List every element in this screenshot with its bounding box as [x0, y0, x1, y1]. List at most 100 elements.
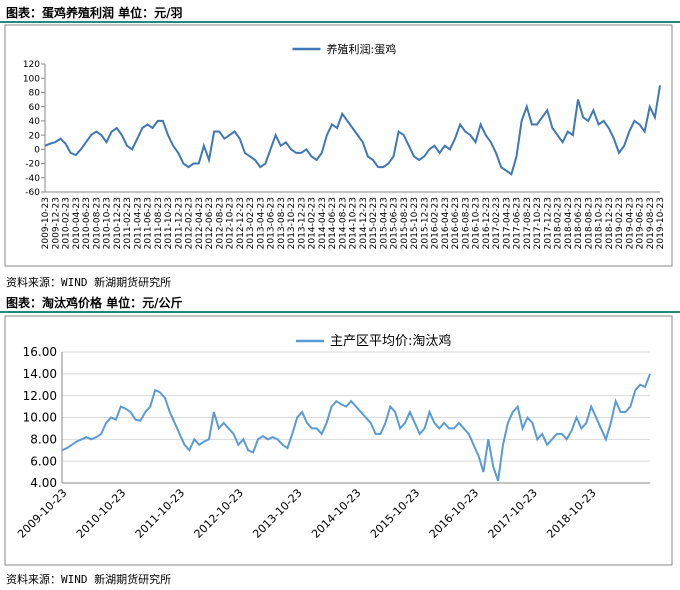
x-tick-label: 2019-02-23 — [615, 197, 625, 249]
x-tick-label: 2009-12-23 — [51, 197, 61, 249]
x-tick-label: 2011-02-23 — [123, 197, 133, 249]
legend-label: 主产区平均价:淘汰鸡 — [330, 333, 451, 349]
x-tick-label: 2016-12-23 — [482, 197, 492, 249]
x-tick-label: 2014-02-23 — [308, 197, 318, 249]
y-tick-label: -40 — [25, 174, 40, 184]
chart-frame — [4, 24, 673, 267]
x-tick-label: 2018-10-23 — [595, 197, 605, 249]
x-tick-label: 2019-04-23 — [625, 197, 635, 249]
x-tick-label: 2011-10-23 — [133, 486, 187, 540]
x-tick-label: 2018-12-23 — [605, 197, 615, 249]
y-tick-label: 40 — [29, 117, 41, 127]
y-tick-label: 60 — [29, 103, 41, 113]
y-tick-label: 14.00 — [23, 367, 57, 381]
caption-rule — [0, 311, 680, 313]
x-tick-label: 2018-08-23 — [584, 197, 594, 249]
x-tick-label: 2012-02-23 — [185, 197, 195, 249]
x-tick-label: 2017-12-23 — [543, 197, 553, 249]
x-tick-label: 2017-04-23 — [502, 197, 512, 249]
x-tick-label: 2015-10-23 — [368, 486, 422, 540]
x-tick-label: 2010-10-23 — [74, 486, 128, 540]
x-tick-label: 2015-08-23 — [400, 197, 410, 249]
x-tick-label: 2017-10-23 — [533, 197, 543, 249]
x-tick-label: 2018-10-23 — [544, 486, 598, 540]
x-tick-label: 2010-06-23 — [82, 197, 92, 249]
x-tick-label: 2014-04-23 — [318, 197, 328, 249]
x-tick-label: 2013-10-23 — [287, 197, 297, 249]
x-tick-label: 2011-10-23 — [164, 197, 174, 249]
y-tick-label: 10.00 — [23, 411, 57, 425]
source-note: 资料来源：WIND 新湖期货研究所 — [6, 276, 172, 289]
x-tick-label: 2016-04-23 — [441, 197, 451, 249]
x-tick-label: 2016-06-23 — [451, 197, 461, 249]
x-tick-label: 2015-04-23 — [379, 197, 389, 249]
x-tick-label: 2014-10-23 — [309, 486, 363, 540]
x-tick-label: 2012-06-23 — [205, 197, 215, 249]
y-tick-label: 8.00 — [30, 433, 57, 447]
x-tick-label: 2017-06-23 — [513, 197, 523, 249]
x-tick-label: 2014-06-23 — [328, 197, 338, 249]
x-tick-label: 2013-08-23 — [277, 197, 287, 249]
x-tick-label: 2016-08-23 — [461, 197, 471, 249]
x-tick-label: 2013-04-23 — [256, 197, 266, 249]
x-tick-label: 2018-02-23 — [554, 197, 564, 249]
x-tick-label: 2012-04-23 — [195, 197, 205, 249]
y-tick-label: 20 — [29, 131, 41, 141]
y-tick-label: -20 — [25, 160, 40, 170]
x-tick-label: 2009-10-23 — [15, 486, 69, 540]
x-tick-label: 2016-10-23 — [427, 486, 481, 540]
x-tick-label: 2011-12-23 — [174, 197, 184, 249]
x-tick-label: 2019-06-23 — [636, 197, 646, 249]
x-tick-label: 2013-10-23 — [250, 486, 304, 540]
x-tick-label: 2014-08-23 — [338, 197, 348, 249]
caption: 图表：蛋鸡养殖利润 单位：元/羽 — [6, 6, 183, 20]
legend-label: 养殖利润:蛋鸡 — [327, 42, 397, 56]
x-tick-label: 2011-04-23 — [133, 197, 143, 249]
x-tick-label: 2017-08-23 — [523, 197, 533, 249]
source-note: 资料来源：WIND 新湖期货研究所 — [6, 573, 172, 586]
x-tick-label: 2016-10-23 — [472, 197, 482, 249]
x-tick-label: 2015-02-23 — [369, 197, 379, 249]
x-tick-label: 2019-08-23 — [646, 197, 656, 249]
x-tick-label: 2012-10-23 — [192, 486, 246, 540]
caption-rule — [0, 21, 680, 23]
x-tick-label: 2015-10-23 — [410, 197, 420, 249]
x-tick-label: 2010-02-23 — [62, 197, 72, 249]
chart-frame — [4, 315, 673, 566]
x-tick-label: 2010-12-23 — [113, 197, 123, 249]
x-tick-label: 2009-10-23 — [41, 197, 51, 249]
x-tick-label: 2012-10-23 — [226, 197, 236, 249]
y-tick-label: -60 — [25, 188, 40, 198]
x-tick-label: 2015-12-23 — [420, 197, 430, 249]
x-tick-label: 2017-10-23 — [486, 486, 540, 540]
x-tick-label: 2010-08-23 — [92, 197, 102, 249]
x-tick-label: 2015-06-23 — [390, 197, 400, 249]
x-tick-label: 2014-10-23 — [349, 197, 359, 249]
x-tick-label: 2011-08-23 — [154, 197, 164, 249]
y-tick-label: 100 — [23, 74, 40, 84]
x-tick-label: 2011-06-23 — [144, 197, 154, 249]
x-tick-label: 2012-08-23 — [215, 197, 225, 249]
x-tick-label: 2013-02-23 — [246, 197, 256, 249]
x-tick-label: 2013-06-23 — [267, 197, 277, 249]
chart: 4.00 6.00 8.00 10.00 12.00 14.00 16.00 2009-10-… — [4, 315, 673, 566]
x-tick-label: 2013-12-23 — [297, 197, 307, 249]
y-tick-label: 16.00 — [23, 345, 57, 359]
x-tick-label: 2010-10-23 — [103, 197, 113, 249]
y-tick-label: 0 — [34, 145, 40, 155]
data-line — [44, 85, 661, 176]
y-tick-label: 12.00 — [23, 389, 57, 403]
y-tick-label: 80 — [29, 89, 41, 99]
x-tick-label: 2019-10-23 — [656, 197, 666, 249]
y-tick-label: 6.00 — [30, 454, 57, 468]
x-tick-label: 2018-04-23 — [564, 197, 574, 249]
x-tick-label: 2012-12-23 — [236, 197, 246, 249]
data-line — [61, 373, 651, 482]
x-tick-label: 2018-06-23 — [574, 197, 584, 249]
y-tick-label: 4.00 — [30, 476, 57, 490]
caption: 图表：淘汰鸡价格 单位：元/公斤 — [6, 296, 183, 310]
x-tick-label: 2017-02-23 — [492, 197, 502, 249]
chart: -60 -40 -20 0 20 40 60 80 100 120 2009-10-23 2009-1… — [4, 24, 673, 267]
x-tick-label: 2014-12-23 — [359, 197, 369, 249]
